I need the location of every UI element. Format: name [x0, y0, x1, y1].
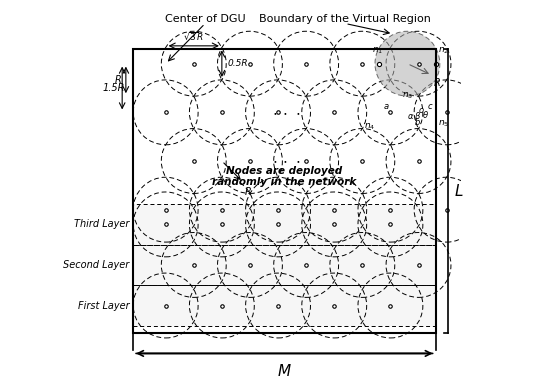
- Text: $a$: $a$: [383, 102, 390, 111]
- Bar: [133, 245, 435, 285]
- Text: $\beta$: $\beta$: [414, 110, 421, 123]
- Text: Nodes are deployed
randomly in the network: Nodes are deployed randomly in the netwo…: [212, 166, 356, 187]
- Text: R: R: [114, 75, 121, 85]
- Text: $n_1$: $n_1$: [372, 45, 383, 55]
- Text: M: M: [278, 364, 291, 379]
- Text: $n_5$: $n_5$: [438, 118, 450, 129]
- Text: $o$: $o$: [418, 106, 425, 115]
- Text: $\theta$: $\theta$: [422, 109, 429, 120]
- Text: Boundary of the Virtual Region: Boundary of the Virtual Region: [259, 13, 431, 24]
- FancyBboxPatch shape: [133, 245, 435, 285]
- Circle shape: [375, 31, 440, 96]
- Text: $\cdot\,\cdot\,\cdot$: $\cdot\,\cdot\,\cdot$: [272, 105, 301, 120]
- Text: First Layer: First Layer: [78, 301, 130, 311]
- Text: $n_2$: $n_2$: [438, 45, 450, 55]
- Bar: [133, 49, 435, 333]
- Text: Center of DGU: Center of DGU: [165, 13, 245, 24]
- Text: $c$: $c$: [427, 102, 433, 111]
- Text: Second Layer: Second Layer: [63, 260, 130, 270]
- Text: $n_3$: $n_3$: [402, 91, 413, 101]
- Text: $\sqrt{3}R$: $\sqrt{3}R$: [183, 31, 204, 42]
- FancyBboxPatch shape: [133, 285, 435, 326]
- Text: $\cdot\,\cdot\,\cdot$: $\cdot\,\cdot\,\cdot$: [272, 154, 301, 168]
- Bar: [133, 285, 435, 326]
- FancyBboxPatch shape: [133, 204, 435, 245]
- Text: R: R: [433, 78, 440, 88]
- Text: L: L: [455, 184, 464, 199]
- Text: $b$: $b$: [414, 116, 421, 127]
- Text: 0.5R: 0.5R: [227, 59, 248, 68]
- Text: R: R: [244, 187, 252, 197]
- Text: $n_4$: $n_4$: [365, 122, 376, 132]
- Text: 1.5R: 1.5R: [102, 83, 125, 93]
- Text: Third Layer: Third Layer: [74, 219, 130, 230]
- Text: $\alpha$: $\alpha$: [407, 112, 414, 121]
- Bar: [133, 204, 435, 245]
